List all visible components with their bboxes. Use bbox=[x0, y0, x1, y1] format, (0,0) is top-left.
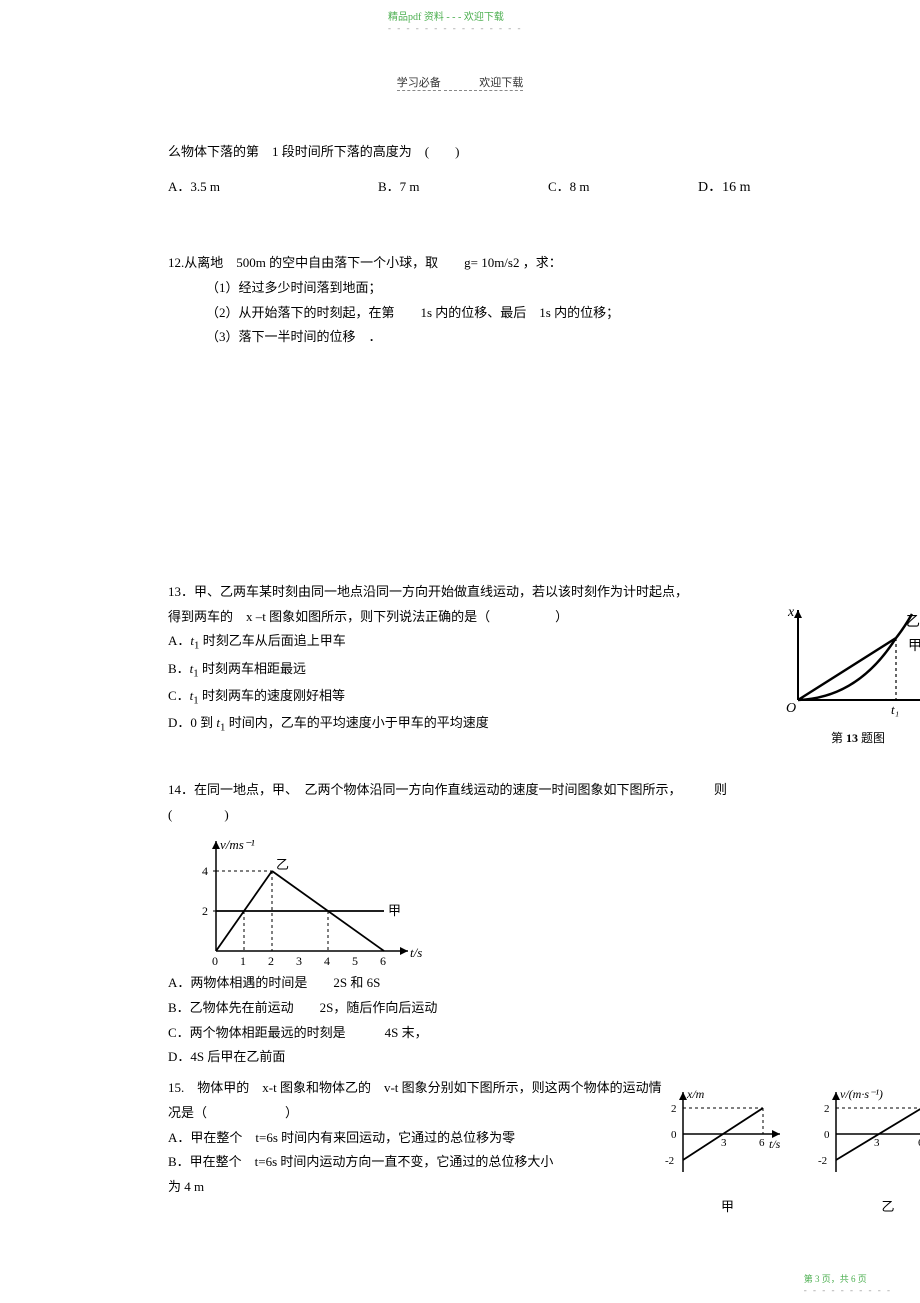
q15-figure-right: v/(m·s⁻¹) t/s 2 0 -2 3 6 乙 bbox=[818, 1084, 920, 1219]
bottom-dashes: - - - - - - - - - - bbox=[804, 1285, 892, 1295]
q14-paren: ( ) bbox=[168, 803, 798, 828]
svg-text:4: 4 bbox=[324, 954, 330, 968]
svg-text:t/s: t/s bbox=[769, 1137, 781, 1151]
q13-chart-svg: x t O t₁ 乙 甲 bbox=[778, 600, 920, 720]
q13-figure-caption: 第 13 题图 bbox=[778, 727, 920, 750]
q14-option-c: C．两个物体相距最远的时刻是 4S 末， bbox=[168, 1021, 798, 1046]
q14-stem: 14．在同一地点，甲、 乙两个物体沿同一方向作直线运动的速度一时间图象如下图所示… bbox=[168, 778, 798, 803]
q13-line1: 13．甲、乙两车某时刻由同一地点沿同一方向开始做直线运动，若以该时刻作为计时起点… bbox=[168, 580, 798, 605]
svg-text:3: 3 bbox=[874, 1137, 880, 1149]
q13-yi-label: 乙 bbox=[906, 614, 920, 630]
q15-left-caption: 甲 bbox=[665, 1195, 790, 1220]
q13-origin: O bbox=[786, 701, 796, 716]
q15-figures: x/m t/s 2 0 -2 3 6 甲 bbox=[665, 1084, 920, 1219]
q13-line2: 得到两车的 x –t 图象如图所示，则下列说法正确的是（ ） bbox=[168, 605, 798, 630]
q13-t1-tick: t₁ bbox=[891, 702, 899, 717]
q11-option-a: A．3.5 m bbox=[168, 175, 378, 202]
top-watermark: 精品pdf 资料 - - - 欢迎下载 - - - - - - - - - - … bbox=[388, 8, 522, 34]
q15-right-caption: 乙 bbox=[818, 1195, 920, 1220]
svg-text:4: 4 bbox=[202, 864, 208, 878]
q13-d-pre: D．0 到 bbox=[168, 715, 216, 730]
q13-option-a: A．t1 时刻乙车从后面追上甲车 bbox=[168, 629, 798, 656]
q11-stem: 么物体下落的第 1 段时间所下落的高度为 ( ) bbox=[168, 140, 798, 165]
q15: 15. 物体甲的 x-t 图象和物体乙的 v-t 图象分别如下图所示，则这两个物… bbox=[168, 1076, 798, 1199]
q13-c-pre: C． bbox=[168, 688, 190, 703]
q14-figure: 2 4 0 1 2 3 4 5 6 bbox=[188, 831, 423, 971]
svg-text:x/m: x/m bbox=[686, 1087, 705, 1101]
q15-right-svg: v/(m·s⁻¹) t/s 2 0 -2 3 6 bbox=[818, 1084, 920, 1184]
q13-jia-label: 甲 bbox=[908, 639, 920, 654]
svg-text:3: 3 bbox=[296, 954, 302, 968]
svg-text:6: 6 bbox=[759, 1137, 765, 1149]
q12-sub2: （2）从开始落下的时刻起，在第 1s 内的位移、最后 1s 内的位移； bbox=[206, 301, 798, 326]
svg-text:0: 0 bbox=[212, 954, 218, 968]
q15-figure-left: x/m t/s 2 0 -2 3 6 甲 bbox=[665, 1084, 790, 1219]
svg-text:2: 2 bbox=[202, 904, 208, 918]
q11-option-b: B．7 m bbox=[378, 175, 548, 202]
header-left: 学习必备 bbox=[397, 77, 441, 91]
header-right: 欢迎下载 bbox=[479, 77, 523, 91]
svg-text:-2: -2 bbox=[818, 1155, 827, 1167]
q13-figure: x t O t₁ 乙 甲 第 13 题图 bbox=[778, 600, 920, 740]
q12-sub3: （3）落下一半时间的位移 ． bbox=[206, 325, 798, 350]
svg-text:甲: 甲 bbox=[388, 903, 401, 918]
page-number: 第 3 页，共 6 页 bbox=[804, 1274, 867, 1284]
svg-text:3: 3 bbox=[721, 1137, 727, 1149]
q13: 13．甲、乙两车某时刻由同一地点沿同一方向开始做直线运动，若以该时刻作为计时起点… bbox=[168, 580, 798, 738]
q12-sub1: （1）经过多少时间落到地面； bbox=[206, 276, 798, 301]
svg-text:v/ms⁻¹: v/ms⁻¹ bbox=[220, 837, 255, 852]
q11-options: A．3.5 m B．7 m C．8 m D．16 m bbox=[168, 175, 798, 202]
q14-chart-svg: 2 4 0 1 2 3 4 5 6 bbox=[188, 831, 423, 971]
header-gap bbox=[444, 77, 477, 91]
q13-option-d: D．0 到 t1 时间内，乙车的平均速度小于甲车的平均速度 bbox=[168, 711, 798, 738]
q11-option-c: C．8 m bbox=[548, 175, 698, 202]
q12-stem: 12.从离地 500m 的空中自由落下一个小球，取 g= 10m/s2 ，求： bbox=[168, 251, 798, 276]
q11-option-d: D．16 m bbox=[698, 175, 751, 202]
svg-text:0: 0 bbox=[824, 1129, 830, 1141]
q13-option-c: C．t1 时刻两车的速度刚好相等 bbox=[168, 684, 798, 711]
svg-text:1: 1 bbox=[240, 954, 246, 968]
svg-text:5: 5 bbox=[352, 954, 358, 968]
q13-option-b: B．t1 时刻两车相距最远 bbox=[168, 657, 798, 684]
q13-c-post: 时刻两车的速度刚好相等 bbox=[199, 688, 345, 703]
q13-a-post: 时刻乙车从后面追上甲车 bbox=[199, 633, 345, 648]
q13-axis-x-label: x bbox=[787, 605, 795, 620]
q13-b-post: 时刻两车相距最远 bbox=[199, 661, 306, 676]
svg-text:v/(m·s⁻¹): v/(m·s⁻¹) bbox=[840, 1087, 883, 1101]
q13-a-pre: A． bbox=[168, 633, 190, 648]
svg-text:乙: 乙 bbox=[276, 857, 289, 872]
q14-option-a: A．两物体相遇的时间是 2S 和 6S bbox=[168, 971, 798, 996]
q14-option-d: D．4S 后甲在乙前面 bbox=[168, 1045, 798, 1070]
watermark-dashes: - - - - - - - - - - - - - - - bbox=[388, 23, 522, 33]
svg-text:2: 2 bbox=[824, 1103, 830, 1115]
svg-text:t/s: t/s bbox=[410, 945, 422, 960]
bottom-watermark: 第 3 页，共 6 页 - - - - - - - - - - bbox=[804, 1272, 892, 1295]
svg-text:-2: -2 bbox=[665, 1155, 674, 1167]
q12: 12.从离地 500m 的空中自由落下一个小球，取 g= 10m/s2 ，求： … bbox=[168, 251, 798, 350]
q15-left-svg: x/m t/s 2 0 -2 3 6 bbox=[665, 1084, 790, 1184]
page-header: 学习必备 欢迎下载 bbox=[0, 74, 920, 90]
document-content: 么物体下落的第 1 段时间所下落的高度为 ( ) A．3.5 m B．7 m C… bbox=[168, 140, 798, 1200]
q13-d-post: 时间内，乙车的平均速度小于甲车的平均速度 bbox=[225, 715, 488, 730]
q14-option-b: B．乙物体先在前运动 2S，随后作向后运动 bbox=[168, 996, 798, 1021]
svg-text:6: 6 bbox=[380, 954, 386, 968]
svg-text:2: 2 bbox=[671, 1103, 677, 1115]
q13-b-pre: B． bbox=[168, 661, 190, 676]
svg-text:2: 2 bbox=[268, 954, 274, 968]
q14: 14．在同一地点，甲、 乙两个物体沿同一方向作直线运动的速度一时间图象如下图所示… bbox=[168, 778, 798, 1070]
watermark-text: 精品pdf 资料 - - - 欢迎下载 bbox=[388, 12, 504, 23]
svg-text:0: 0 bbox=[671, 1129, 677, 1141]
